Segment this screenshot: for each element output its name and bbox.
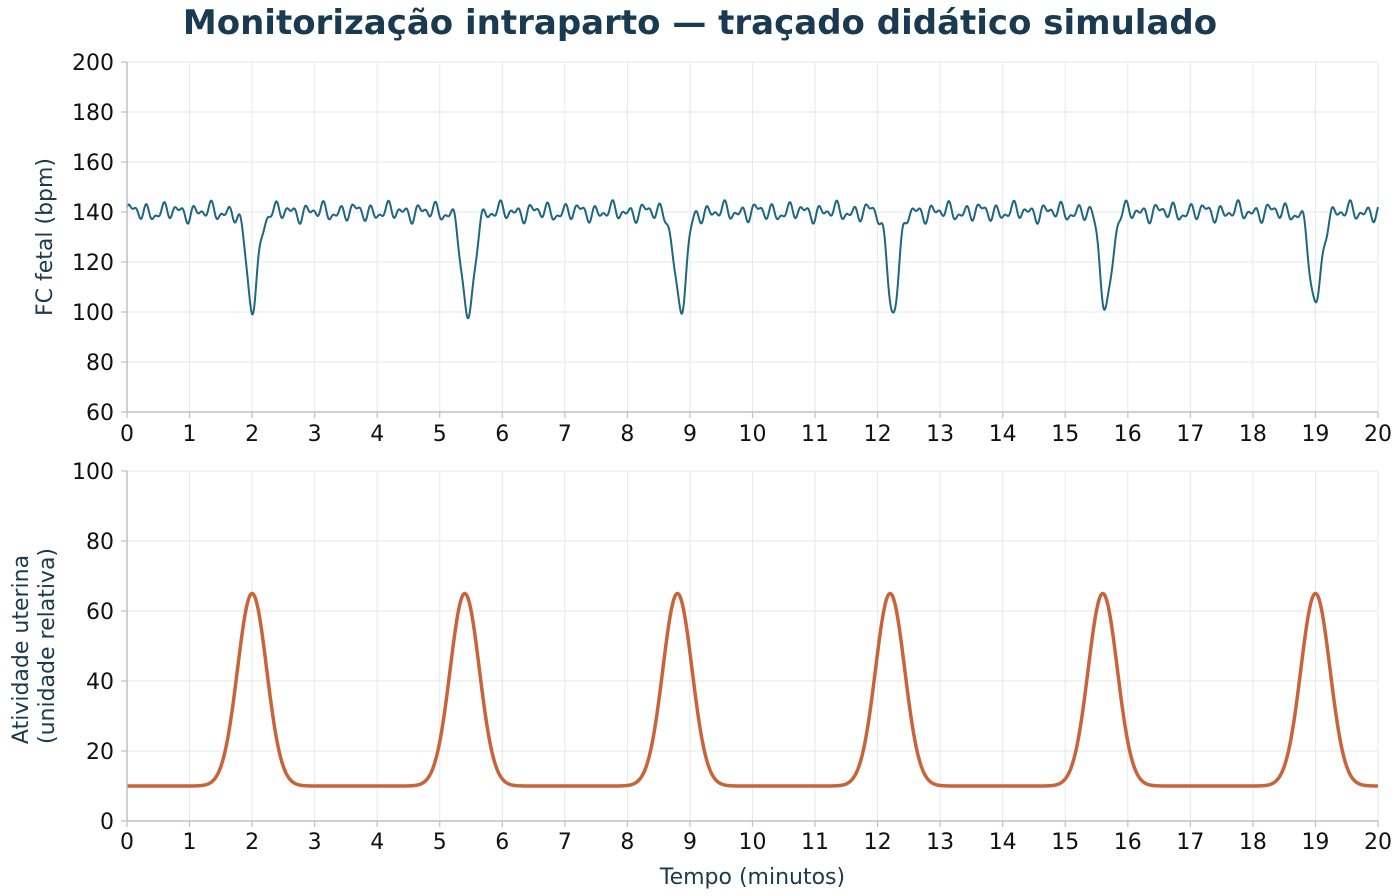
- x-tick-label: 2: [245, 830, 259, 855]
- x-tick-label: 10: [739, 830, 767, 855]
- fhr-ticks: 0 1 2 3 4 5 6 7 8 9 10 11 12 13 14 15 16 17 18 19 2060801001…: [72, 51, 1392, 447]
- x-tick-label: 6: [495, 422, 509, 447]
- x-tick-label: 18: [1239, 422, 1267, 447]
- uterine-ylabel-line-1: Atividade uterina: [9, 555, 34, 744]
- y-tick-label: 180: [72, 101, 114, 126]
- x-tick-label: 20: [1364, 830, 1392, 855]
- x-tick-label: 19: [1301, 422, 1329, 447]
- uterine-axes: [126, 471, 1378, 822]
- uterine-panel: 0 1 2 3 4 5 6 7 8 9 10 11 12 13 14 15 16 17 18 19 2002040608…: [9, 460, 1392, 890]
- x-tick-label: 7: [558, 422, 572, 447]
- x-tick-label: 9: [683, 830, 697, 855]
- y-tick-label: 80: [86, 351, 114, 376]
- x-tick-label: 8: [620, 422, 634, 447]
- x-tick-label: 11: [801, 422, 829, 447]
- x-tick-label: 13: [926, 422, 954, 447]
- x-tick-label: 18: [1239, 830, 1267, 855]
- x-tick-label: 8: [620, 830, 634, 855]
- x-tick-label: 2: [245, 422, 259, 447]
- x-tick-label: 19: [1301, 830, 1329, 855]
- x-tick-label: 6: [495, 830, 509, 855]
- x-tick-label: 15: [1051, 830, 1079, 855]
- x-tick-label: 17: [1176, 422, 1204, 447]
- x-tick-label: 0: [120, 830, 134, 855]
- fhr-series-line: [126, 199, 1379, 320]
- uterine-ylabel-line-2: (unidade relativa): [35, 548, 60, 744]
- x-tick-label: 4: [370, 422, 384, 447]
- uterine-xlabel: Tempo (minutos): [659, 865, 845, 890]
- x-tick-label: 14: [989, 830, 1017, 855]
- uterine-ticks: 0 1 2 3 4 5 6 7 8 9 10 11 12 13 14 15 16 17 18 19 2002040608…: [72, 460, 1392, 855]
- x-tick-label: 16: [1114, 830, 1142, 855]
- x-tick-label: 11: [801, 830, 829, 855]
- x-tick-label: 4: [370, 830, 384, 855]
- x-tick-label: 9: [683, 422, 697, 447]
- y-tick-label: 140: [72, 201, 114, 226]
- y-tick-label: 60: [86, 600, 114, 625]
- y-tick-label: 40: [86, 670, 114, 695]
- y-tick-label: 100: [72, 301, 114, 326]
- y-tick-label: 200: [72, 51, 114, 76]
- y-tick-label: 160: [72, 151, 114, 176]
- x-tick-label: 16: [1114, 422, 1142, 447]
- x-tick-label: 12: [864, 830, 892, 855]
- x-tick-label: 12: [864, 422, 892, 447]
- uterine-ylabel: Atividade uterina (unidade relativa): [9, 548, 60, 744]
- fhr-panel: 0 1 2 3 4 5 6 7 8 9 10 11 12 13 14 15 16 17 18 19 2060801001…: [33, 51, 1392, 447]
- y-tick-label: 60: [86, 401, 114, 426]
- x-tick-label: 14: [989, 422, 1017, 447]
- y-tick-label: 100: [72, 460, 114, 485]
- uterine-grid: [126, 470, 1379, 822]
- x-tick-label: 15: [1051, 422, 1079, 447]
- y-tick-label: 0: [100, 810, 114, 835]
- fhr-grid: [126, 61, 1379, 413]
- fhr-axes: [126, 62, 1378, 413]
- x-tick-label: 7: [558, 830, 572, 855]
- y-tick-label: 80: [86, 530, 114, 555]
- x-tick-label: 1: [183, 830, 197, 855]
- x-tick-label: 5: [433, 422, 447, 447]
- x-tick-label: 3: [308, 830, 322, 855]
- x-tick-label: 5: [433, 830, 447, 855]
- x-tick-label: 10: [739, 422, 767, 447]
- x-tick-label: 3: [308, 422, 322, 447]
- x-tick-label: 17: [1176, 830, 1204, 855]
- x-tick-label: 0: [120, 422, 134, 447]
- chart-title: Monitorização intraparto — traçado didát…: [183, 3, 1217, 43]
- y-tick-label: 20: [86, 740, 114, 765]
- x-tick-label: 13: [926, 830, 954, 855]
- fhr-ylabel: FC fetal (bpm): [33, 158, 58, 316]
- y-tick-label: 120: [72, 251, 114, 276]
- uterine-series-line: [125, 591, 1380, 788]
- x-tick-label: 20: [1364, 422, 1392, 447]
- x-tick-label: 1: [183, 422, 197, 447]
